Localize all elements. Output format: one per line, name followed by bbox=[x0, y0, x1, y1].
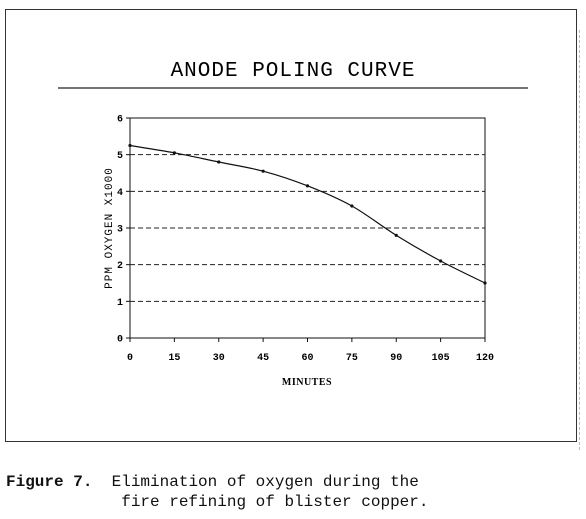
y-tick-label: 5 bbox=[117, 151, 123, 162]
x-tick-label: 45 bbox=[257, 353, 269, 364]
chart-title: ANODE POLING CURVE bbox=[171, 60, 416, 83]
x-tick-label: 15 bbox=[168, 353, 180, 364]
y-tick-label: 2 bbox=[117, 261, 123, 272]
data-point bbox=[350, 204, 354, 208]
x-tick-label: 75 bbox=[346, 353, 358, 364]
series-line bbox=[129, 144, 486, 284]
data-point bbox=[394, 233, 398, 237]
figure-frame bbox=[5, 9, 577, 442]
y-tick-label: 0 bbox=[117, 335, 123, 346]
data-points bbox=[128, 143, 487, 285]
caption-label: Figure 7. bbox=[6, 473, 93, 491]
x-tick-label: 105 bbox=[432, 353, 450, 364]
caption-line-1: Elimination of oxygen during the bbox=[111, 473, 419, 491]
y-tick-label: 6 bbox=[117, 115, 123, 126]
y-tick-label: 4 bbox=[117, 188, 123, 199]
x-tick-label: 60 bbox=[301, 353, 313, 364]
y-tick-label: 3 bbox=[117, 225, 123, 236]
data-point bbox=[439, 259, 443, 263]
x-tick-label: 0 bbox=[127, 353, 133, 364]
page-edge-rule bbox=[579, 30, 580, 450]
x-tick-label: 90 bbox=[390, 353, 402, 364]
y-axis-label: PPM OXYGEN X1000 bbox=[104, 167, 116, 289]
y-axis-ticks: 0 1 2 3 4 5 6 bbox=[117, 115, 130, 346]
x-axis-label: MINUTES bbox=[282, 377, 332, 388]
data-point bbox=[261, 169, 265, 173]
data-point bbox=[217, 160, 221, 164]
figure-caption: Figure 7. Elimination of oxygen during t… bbox=[6, 472, 428, 512]
x-tick-label: 30 bbox=[213, 353, 225, 364]
data-point bbox=[172, 151, 176, 155]
x-axis-ticks: 0 15 30 45 60 75 90 105 120 bbox=[127, 338, 494, 364]
data-point bbox=[128, 143, 132, 148]
grid-lines bbox=[130, 154, 485, 302]
x-tick-label: 120 bbox=[476, 353, 494, 364]
data-point bbox=[483, 281, 487, 285]
data-point bbox=[305, 184, 310, 188]
caption-line-2: fire refining of blister copper. bbox=[121, 493, 429, 511]
y-tick-label: 1 bbox=[117, 298, 123, 309]
